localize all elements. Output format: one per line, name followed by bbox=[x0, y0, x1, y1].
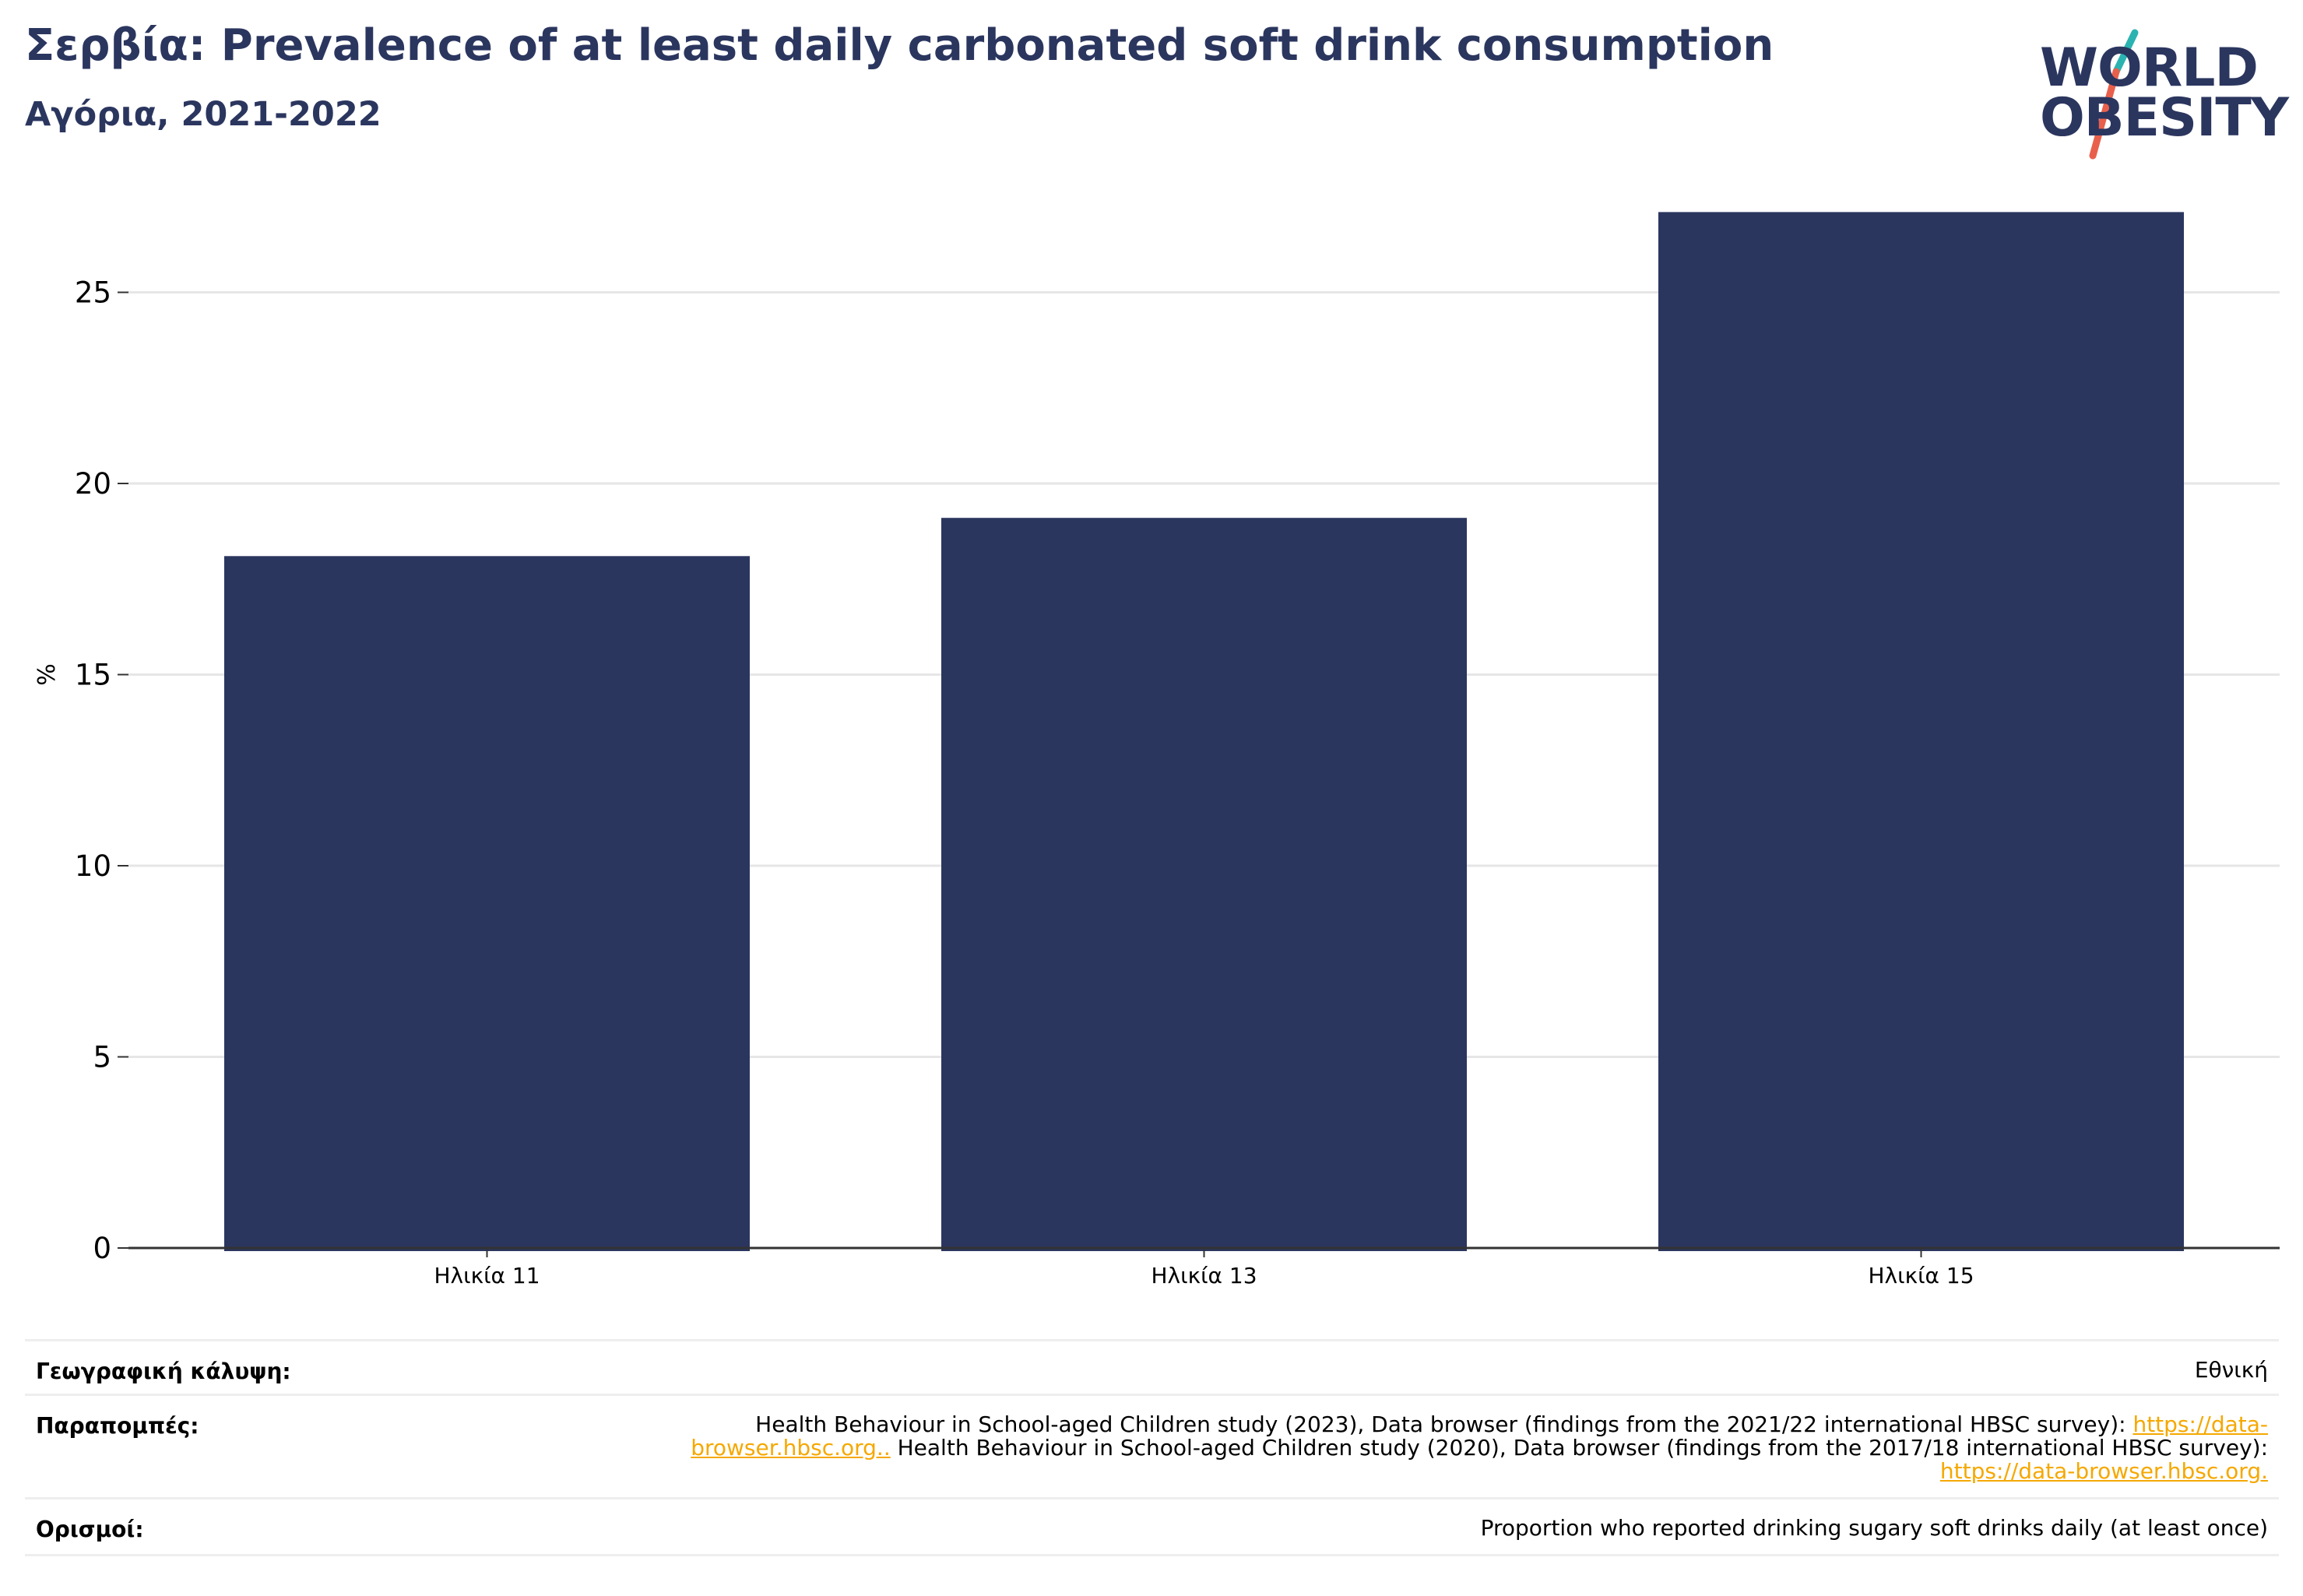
reference-text-1: Health Behaviour in School-aged Children… bbox=[755, 1411, 2133, 1437]
axes: 0 5 10 15 20 25 Ηλικία 11 Ηλικία 13 Ηλικία 15% bbox=[33, 276, 2280, 1288]
chart-title: Σερβία: Prevalence of at least daily car… bbox=[25, 20, 1774, 71]
reference-link-2[interactable]: https://data-browser.hbsc.org. bbox=[1939, 1458, 2268, 1484]
logo-word-world: WORLD bbox=[2040, 37, 2259, 99]
bar bbox=[1658, 212, 2184, 1251]
coverage-label: Γεωγραφική κάλυψη: bbox=[36, 1359, 291, 1384]
logo-slash-icon bbox=[2089, 29, 2139, 160]
y-tick-label: 0 bbox=[93, 1232, 111, 1265]
footer-row-coverage: Γεωγραφική κάλυψη: Εθνική bbox=[25, 1339, 2279, 1396]
coverage-value: Εθνική bbox=[2194, 1357, 2268, 1383]
y-tick-label: 10 bbox=[75, 849, 111, 883]
footer-row-definitions: Ορισμοί: Proportion who reported drinkin… bbox=[25, 1497, 2279, 1556]
bar bbox=[224, 556, 750, 1251]
definitions-value: Proportion who reported drinking sugary … bbox=[1480, 1515, 2268, 1541]
references-label: Παραπομπές: bbox=[36, 1413, 199, 1439]
y-axis-label: % bbox=[33, 663, 61, 686]
reference-link-1[interactable]: https://data-browser.hbsc.org.. bbox=[691, 1411, 2268, 1461]
bar bbox=[941, 518, 1467, 1251]
y-tick-label: 15 bbox=[75, 659, 111, 692]
x-tick-label: Ηλικία 11 bbox=[434, 1263, 540, 1288]
definitions-label: Ορισμοί: bbox=[36, 1517, 144, 1542]
x-tick-label: Ηλικία 13 bbox=[1151, 1263, 1257, 1288]
y-tick-label: 25 bbox=[75, 276, 111, 310]
references-value: Health Behaviour in School-aged Children… bbox=[656, 1413, 2268, 1483]
reference-text-2: Health Behaviour in School-aged Children… bbox=[890, 1435, 2268, 1461]
bars bbox=[224, 212, 2184, 1251]
chart-subtitle: Αγόρια, 2021-2022 bbox=[25, 95, 381, 134]
world-obesity-logo: WORLD OBESITY bbox=[2032, 23, 2289, 163]
footer-row-references: Παραπομπές: Health Behaviour in School-a… bbox=[25, 1394, 2279, 1499]
y-tick-label: 5 bbox=[93, 1041, 111, 1074]
logo-word-obesity: OBESITY bbox=[2040, 87, 2289, 149]
x-tick-label: Ηλικία 15 bbox=[1868, 1263, 1974, 1288]
bar-chart: 0 5 10 15 20 25 Ηλικία 11 Ηλικία 13 Ηλικία 15% bbox=[33, 212, 2280, 1288]
y-tick-label: 20 bbox=[75, 467, 111, 501]
